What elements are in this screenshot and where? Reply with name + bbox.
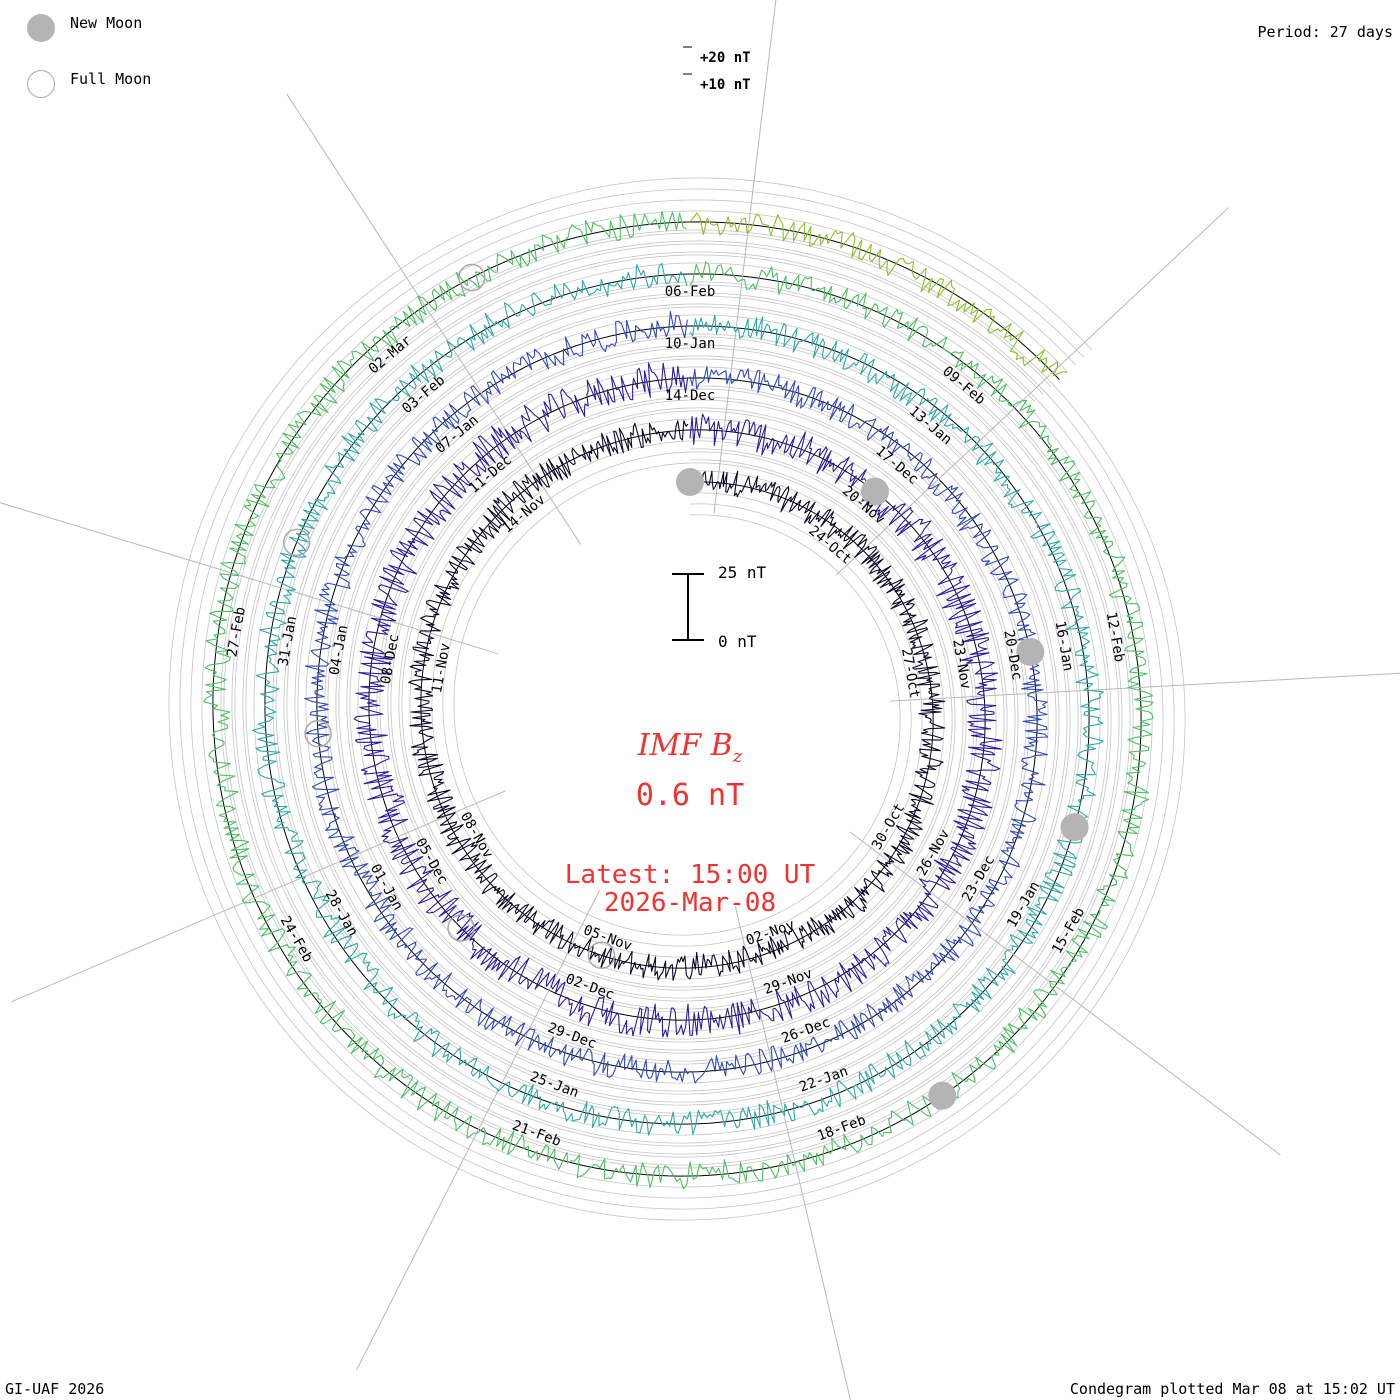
ring-scale-label-10: +10 nT	[700, 77, 751, 93]
series-layer	[203, 210, 1154, 1190]
series-line-1	[408, 420, 946, 981]
new-moon-legend-icon	[27, 14, 55, 42]
date-label: 31-Jan	[276, 615, 301, 668]
latest-date-label: 2026-Mar-08	[603, 888, 777, 918]
grid-ring	[245, 254, 1109, 1144]
series-line-4	[252, 262, 1104, 1136]
date-label: 27-Feb	[224, 606, 249, 659]
date-label: 11-Nov	[429, 642, 454, 695]
grid-ring	[190, 199, 1164, 1199]
radial-spoke	[0, 502, 499, 655]
date-label: 27-Oct	[898, 647, 923, 700]
radial-spoke	[355, 890, 601, 1371]
new-moon-marker	[676, 468, 704, 496]
chart-title-main: IMF B	[637, 728, 733, 763]
credit-label: GI-UAF 2026	[5, 1380, 105, 1398]
date-label: 22-Jan	[797, 1063, 850, 1095]
scale-layer: +20 nT +10 nT	[672, 46, 751, 641]
grid-ring	[223, 232, 1131, 1166]
grid-ring	[179, 188, 1175, 1210]
series-line-3	[304, 311, 1049, 1084]
new-moon-marker	[1016, 637, 1045, 666]
date-label: 04-Jan	[327, 624, 352, 677]
latest-time-label: Latest: 15:00 UT	[564, 860, 816, 890]
chart-title: IMF Bz	[0, 728, 1380, 767]
date-label: 29-Dec	[545, 1020, 598, 1052]
new-moon-marker	[928, 1081, 957, 1110]
new-moon-legend-label: New Moon	[70, 14, 143, 32]
radial-spoke	[713, 0, 777, 514]
date-label: 21-Feb	[510, 1118, 563, 1150]
series-line-2	[353, 362, 1003, 1038]
radial-spoke	[11, 790, 507, 1003]
full-moon-marker	[282, 528, 311, 557]
period-label: Period: 27 days	[1257, 23, 1393, 41]
zero-baseline	[212, 221, 1142, 1177]
moon-layer	[282, 263, 1089, 1110]
radial-spoke	[734, 906, 851, 1400]
full-moon-marker	[458, 263, 486, 292]
chart-title-sub: z	[732, 746, 743, 767]
date-label: 08-Dec	[378, 633, 403, 686]
date-label: 06-Feb	[665, 284, 716, 300]
date-label: 14-Dec	[665, 388, 716, 404]
full-moon-marker	[304, 719, 332, 748]
full-moon-legend-icon	[27, 70, 55, 98]
date-label: 08-Nov	[457, 809, 496, 861]
full-moon-marker	[587, 941, 616, 970]
series-line-5	[203, 210, 1154, 1190]
new-moon-marker	[1060, 813, 1089, 842]
date-label: 25-Jan	[528, 1069, 581, 1101]
full-moon-legend-label: Full Moon	[70, 70, 152, 88]
radial-spoke	[286, 93, 582, 545]
grid-layer	[168, 177, 1186, 1221]
full-moon-marker	[447, 914, 475, 942]
grid-ring	[168, 177, 1186, 1221]
date-label: 02-Dec	[563, 971, 616, 1003]
grid-ring	[234, 243, 1120, 1155]
scale-bar-top-label: 25 nT	[718, 563, 767, 582]
ring-scale-label-20: +20 nT	[700, 50, 751, 66]
current-value: 0.6 nT	[635, 778, 745, 813]
plotted-timestamp: Condegram plotted Mar 08 at 15:02 UT	[1069, 1380, 1395, 1398]
radial-spoke	[835, 207, 1229, 576]
new-moon-marker	[860, 477, 889, 506]
radial-spoke	[849, 831, 1281, 1156]
series-line-6	[689, 212, 1068, 377]
scale-bar-bottom-label: 0 nT	[718, 632, 757, 651]
radial-spoke	[889, 672, 1400, 702]
date-label: 10-Jan	[665, 336, 716, 352]
